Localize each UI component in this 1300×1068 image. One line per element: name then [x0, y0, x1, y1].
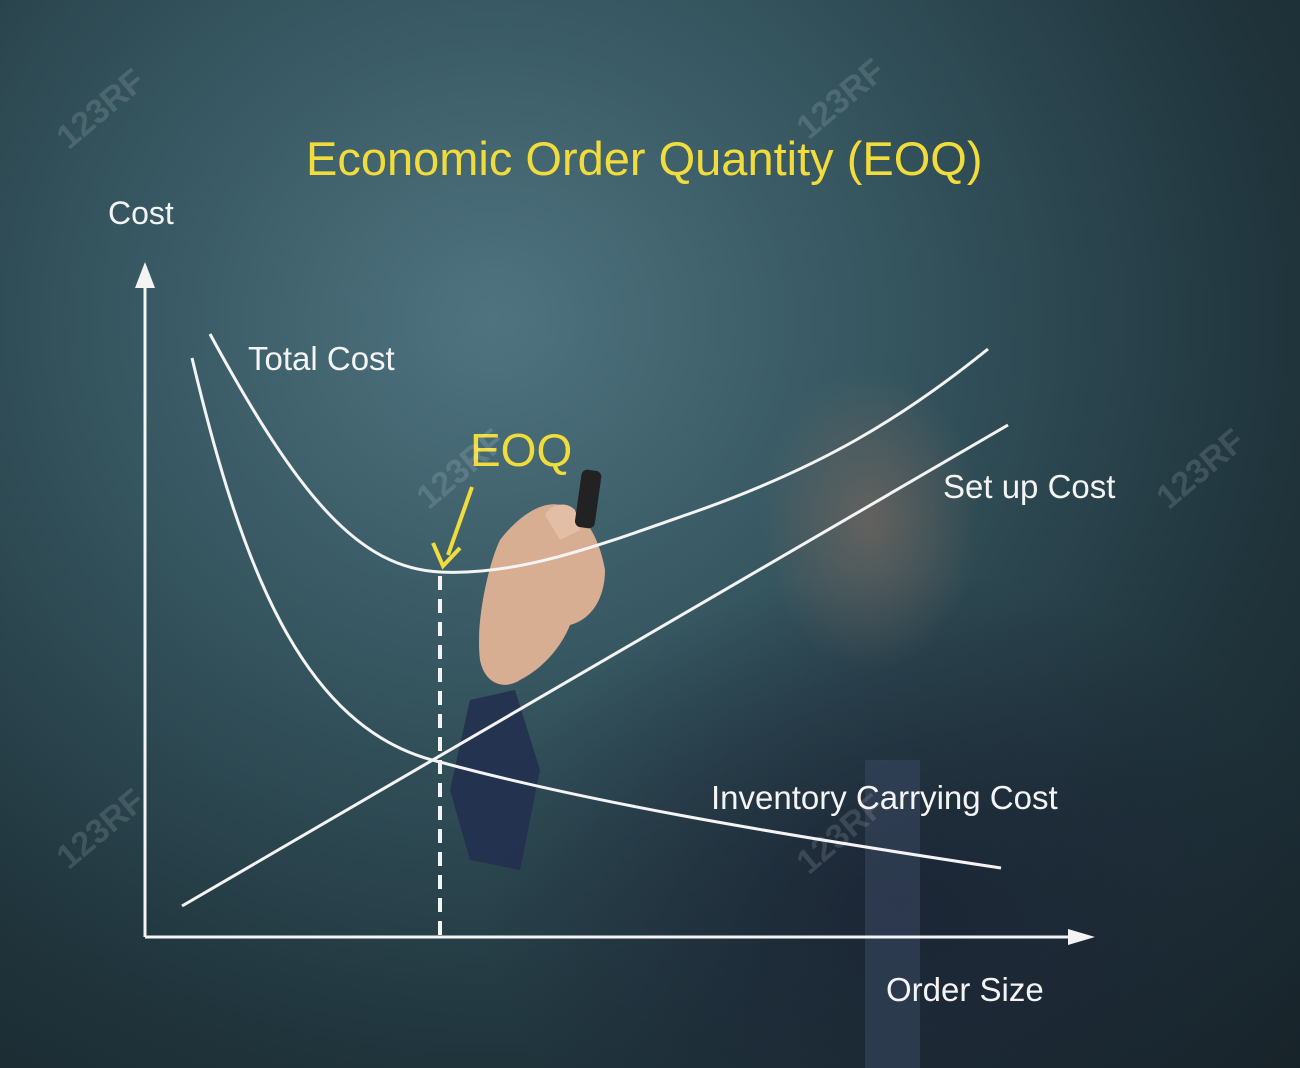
- total-cost-curve: [208, 333, 989, 574]
- eoq-arrow: [446, 486, 474, 556]
- hand-with-marker: [450, 469, 605, 870]
- person-tie: [865, 760, 920, 1068]
- eoq-arrowhead: [431, 542, 462, 570]
- inventory-carrying-cost-label: Inventory Carrying Cost: [711, 779, 1058, 816]
- person-head: [760, 370, 980, 670]
- eoq-label: EOQ: [470, 424, 573, 476]
- setup-cost-line: [181, 423, 1009, 908]
- total-cost-label: Total Cost: [248, 340, 395, 377]
- setup-cost-label: Set up Cost: [943, 468, 1116, 505]
- x-axis-arrowhead: [1068, 929, 1095, 945]
- diagram-title: Economic Order Quantity (EOQ): [306, 132, 983, 185]
- y-axis-label: Cost: [108, 195, 174, 231]
- y-axis-arrowhead: [135, 262, 155, 288]
- x-axis-label: Order Size: [886, 971, 1044, 1008]
